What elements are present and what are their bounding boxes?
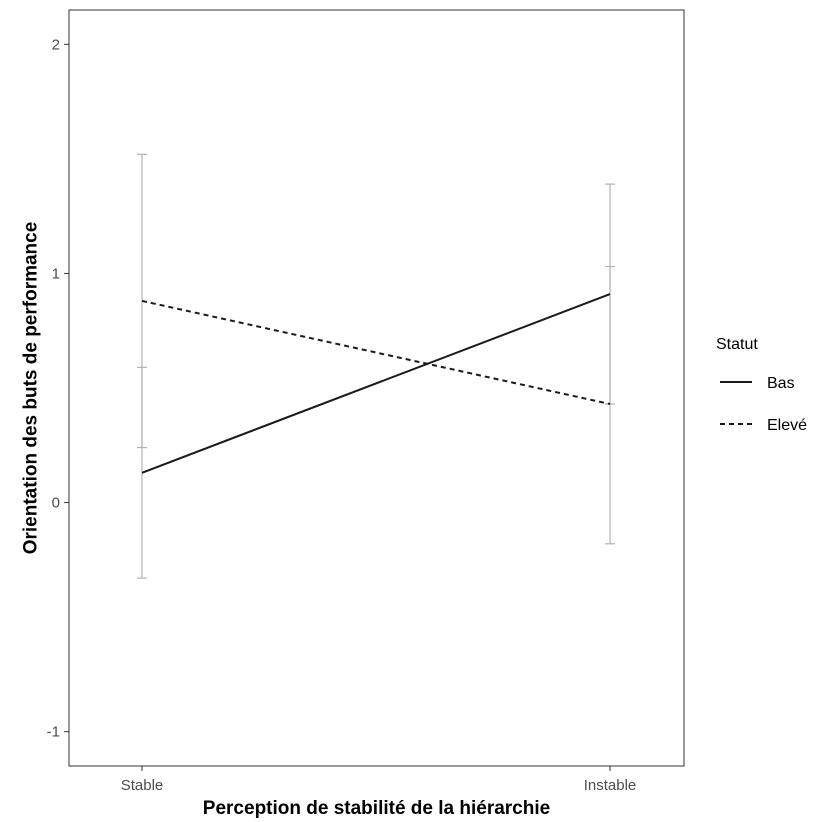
y-tick-label: -1 bbox=[47, 724, 60, 741]
legend-label: Elevé bbox=[767, 417, 807, 434]
y-tick-label: 1 bbox=[52, 265, 60, 282]
error-bars bbox=[137, 153, 615, 579]
panel-border bbox=[68, 9, 685, 767]
y-axis-title: Orientation des buts de performance bbox=[21, 222, 42, 555]
y-axis: -1 0 1 2 bbox=[47, 36, 69, 741]
series-lines bbox=[141, 293, 611, 474]
series-line bbox=[141, 299, 611, 406]
plot-panel bbox=[68, 9, 685, 767]
legend-title: Statut bbox=[716, 336, 758, 353]
legend-label: Bas bbox=[767, 375, 795, 392]
y-tick-label: 0 bbox=[52, 495, 60, 512]
x-tick-label: Stable bbox=[121, 777, 164, 794]
x-tick-label: Instable bbox=[584, 777, 637, 794]
x-axis: Stable Instable bbox=[121, 766, 637, 794]
x-axis-title: Perception de stabilité de la hiérarchie bbox=[203, 798, 550, 819]
series-line bbox=[141, 293, 611, 474]
y-tick-label: 2 bbox=[52, 36, 60, 53]
legend: Statut Bas Elevé bbox=[716, 336, 807, 434]
